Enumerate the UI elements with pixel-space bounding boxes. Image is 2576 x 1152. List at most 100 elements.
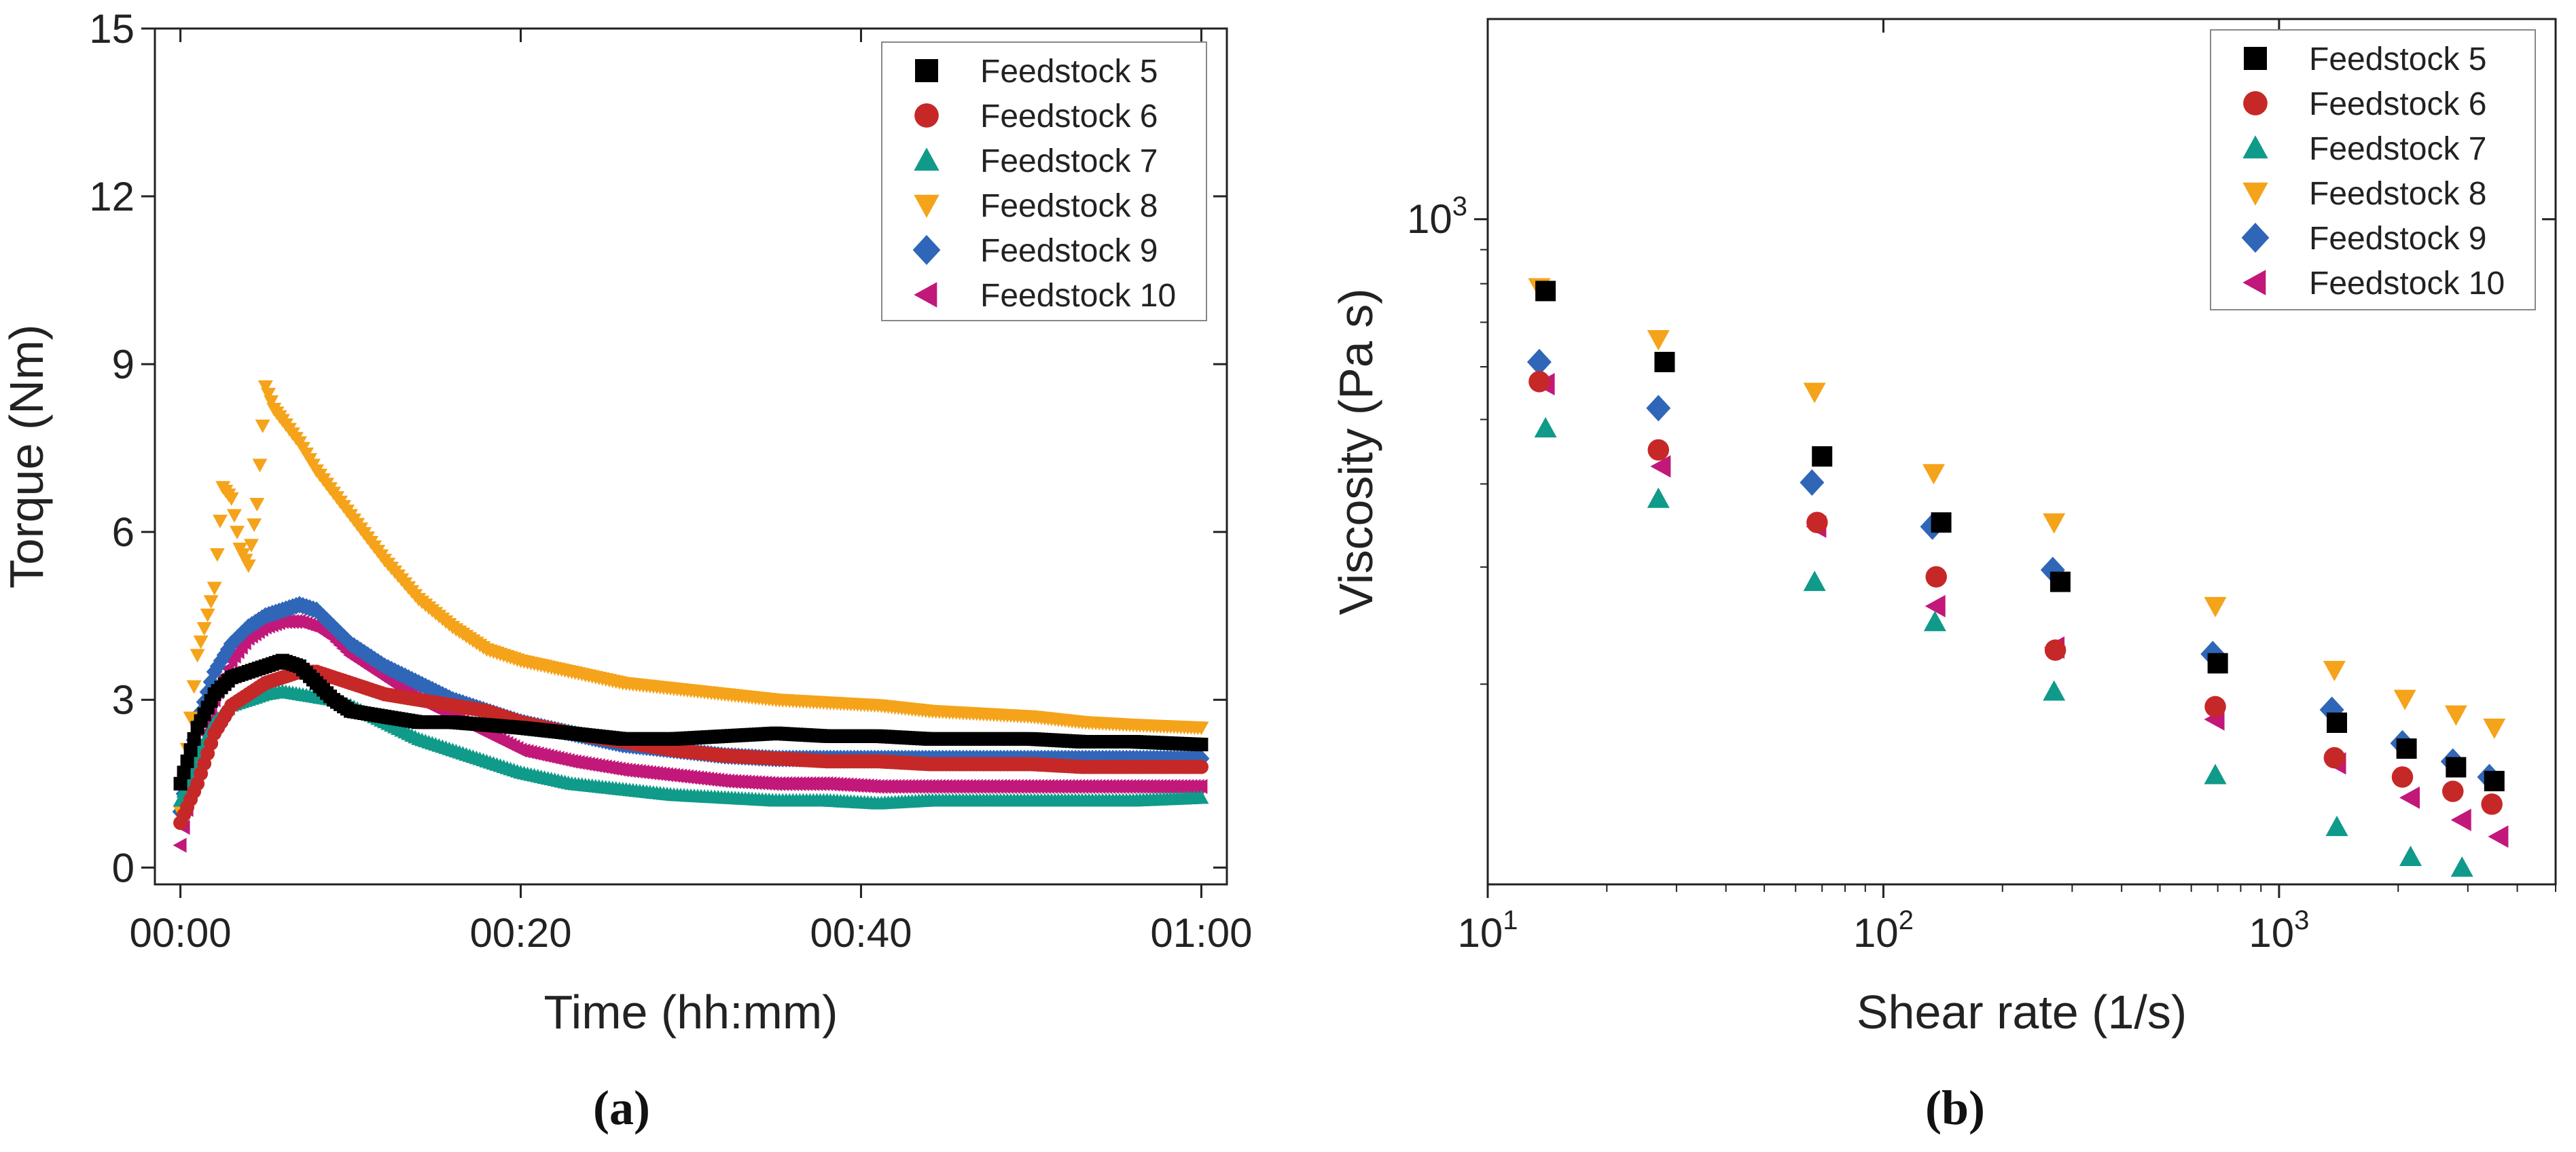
x-tick-label: 101 bbox=[1458, 905, 1518, 956]
legend-label: Feedstock 6 bbox=[2309, 86, 2486, 122]
data-point bbox=[2204, 596, 2227, 617]
data-point bbox=[1803, 571, 1826, 592]
data-point bbox=[226, 509, 242, 523]
data-point bbox=[2325, 815, 2348, 836]
legend-marker bbox=[2243, 91, 2268, 115]
data-point bbox=[2043, 513, 2066, 534]
data-point bbox=[1647, 329, 1670, 350]
legend-marker bbox=[914, 147, 940, 171]
legend-marker bbox=[914, 194, 940, 218]
y-tick-label: 0 bbox=[112, 845, 135, 890]
data-point bbox=[2327, 713, 2348, 734]
y-tick-label: 6 bbox=[112, 509, 135, 555]
data-point bbox=[2323, 746, 2346, 769]
data-point bbox=[2484, 770, 2505, 791]
data-point bbox=[2488, 825, 2509, 848]
data-point bbox=[1650, 455, 1671, 478]
x-tick-label: 01:00 bbox=[1150, 910, 1252, 956]
data-point bbox=[207, 581, 222, 596]
series-feedstock-5 bbox=[173, 653, 1209, 791]
data-point bbox=[173, 838, 187, 853]
data-point bbox=[1812, 446, 1833, 467]
legend-marker bbox=[915, 59, 938, 82]
data-point bbox=[1922, 464, 1945, 485]
legend-label: Feedstock 8 bbox=[980, 188, 1158, 224]
data-point bbox=[1194, 790, 1209, 804]
data-point bbox=[2204, 763, 2227, 785]
legend-marker bbox=[912, 234, 941, 266]
data-point bbox=[1194, 721, 1209, 736]
data-point bbox=[2450, 856, 2473, 877]
legend-label: Feedstock 7 bbox=[2309, 131, 2486, 167]
legend-box bbox=[2210, 29, 2536, 310]
legend-marker bbox=[2242, 270, 2266, 295]
y-tick-label: 12 bbox=[89, 174, 135, 219]
x-tick-label: 103 bbox=[2249, 905, 2309, 956]
data-point bbox=[1647, 487, 1670, 508]
data-point bbox=[1800, 469, 1825, 496]
data-point bbox=[2043, 680, 2066, 701]
data-point bbox=[1194, 738, 1209, 752]
data-point bbox=[1925, 594, 1946, 617]
data-point bbox=[1654, 351, 1675, 372]
data-point bbox=[230, 526, 245, 540]
data-point bbox=[252, 458, 268, 473]
series-feedstock-9 bbox=[1526, 348, 2502, 791]
data-point bbox=[1806, 511, 1828, 533]
data-point bbox=[1528, 371, 1550, 393]
legend-marker bbox=[914, 103, 939, 128]
data-point bbox=[1534, 417, 1557, 438]
data-point bbox=[2450, 808, 2471, 831]
panel-b-chart: 101 102 103 103 Shear rate (1/s) Viscosity (P… bbox=[1329, 18, 2557, 1039]
y-axis-title: Torque (Nm) bbox=[0, 325, 53, 589]
legend-label: Feedstock 9 bbox=[2309, 221, 2486, 257]
data-point bbox=[257, 380, 273, 395]
data-point bbox=[1647, 439, 1669, 461]
data-point bbox=[2050, 571, 2071, 592]
data-point bbox=[213, 514, 228, 528]
plot-frame bbox=[154, 27, 1228, 886]
legend-marker bbox=[914, 282, 937, 308]
data-point bbox=[1646, 395, 1671, 422]
legend-box bbox=[881, 41, 1207, 321]
data-point bbox=[180, 754, 194, 768]
data-point bbox=[2444, 705, 2467, 726]
series-feedstock-7 bbox=[1534, 417, 2473, 877]
legend-label: Feedstock 5 bbox=[2309, 41, 2486, 77]
data-point bbox=[1925, 566, 1947, 588]
data-point bbox=[186, 680, 202, 694]
data-point bbox=[264, 395, 279, 410]
data-point bbox=[247, 518, 262, 533]
data-point bbox=[2481, 793, 2503, 815]
data-point bbox=[2323, 660, 2346, 681]
data-point bbox=[255, 419, 270, 433]
data-point bbox=[2391, 766, 2414, 788]
data-point bbox=[1194, 778, 1208, 794]
data-point bbox=[1923, 611, 1946, 632]
x-tick-label: 102 bbox=[1853, 905, 1914, 956]
legend-label: Feedstock 9 bbox=[980, 233, 1158, 269]
data-point bbox=[203, 595, 219, 609]
data-point bbox=[243, 539, 259, 553]
data-point bbox=[1194, 759, 1209, 774]
data-point bbox=[2399, 786, 2420, 809]
series-feedstock-5 bbox=[1535, 281, 2505, 791]
series-feedstock-10 bbox=[1534, 373, 2509, 848]
series-feedstock-6 bbox=[1528, 371, 2503, 815]
legend-label: Feedstock 8 bbox=[2309, 176, 2486, 212]
y-tick-label: 103 bbox=[1407, 192, 1467, 242]
data-point bbox=[2442, 780, 2464, 802]
data-point bbox=[1526, 348, 1552, 376]
plot-frame bbox=[1486, 18, 2557, 886]
data-point bbox=[209, 548, 225, 562]
data-point bbox=[240, 559, 256, 573]
data-point bbox=[2446, 757, 2467, 778]
x-tick-label: 00:20 bbox=[469, 910, 571, 956]
panel-a-label: (a) bbox=[593, 1081, 650, 1135]
data-point bbox=[2204, 696, 2226, 718]
x-tick-label: 00:40 bbox=[810, 910, 912, 956]
data-point bbox=[2044, 639, 2067, 661]
data-point bbox=[200, 609, 215, 623]
data-point bbox=[193, 635, 209, 649]
